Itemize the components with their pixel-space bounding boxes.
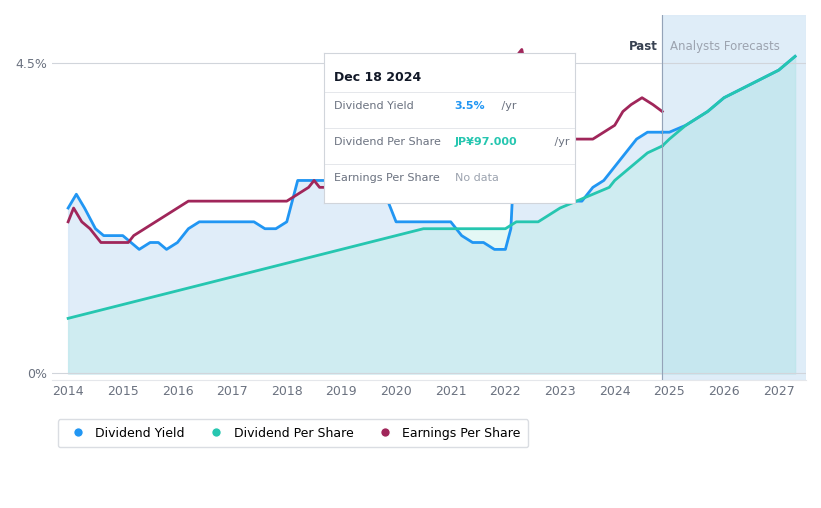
Text: Dec 18 2024: Dec 18 2024 — [334, 71, 421, 84]
Text: Dividend Per Share: Dividend Per Share — [334, 137, 441, 147]
Text: /yr: /yr — [552, 137, 570, 147]
Legend: Dividend Yield, Dividend Per Share, Earnings Per Share: Dividend Yield, Dividend Per Share, Earn… — [58, 419, 528, 447]
Text: /yr: /yr — [498, 101, 516, 111]
Text: Dividend Yield: Dividend Yield — [334, 101, 414, 111]
Text: Past: Past — [629, 40, 658, 53]
Text: 3.5%: 3.5% — [455, 101, 485, 111]
Text: No data: No data — [455, 173, 498, 183]
Text: Earnings Per Share: Earnings Per Share — [334, 173, 440, 183]
Bar — [663, 15, 806, 380]
Text: JP¥97.000: JP¥97.000 — [455, 137, 517, 147]
Text: Analysts Forecasts: Analysts Forecasts — [671, 40, 780, 53]
